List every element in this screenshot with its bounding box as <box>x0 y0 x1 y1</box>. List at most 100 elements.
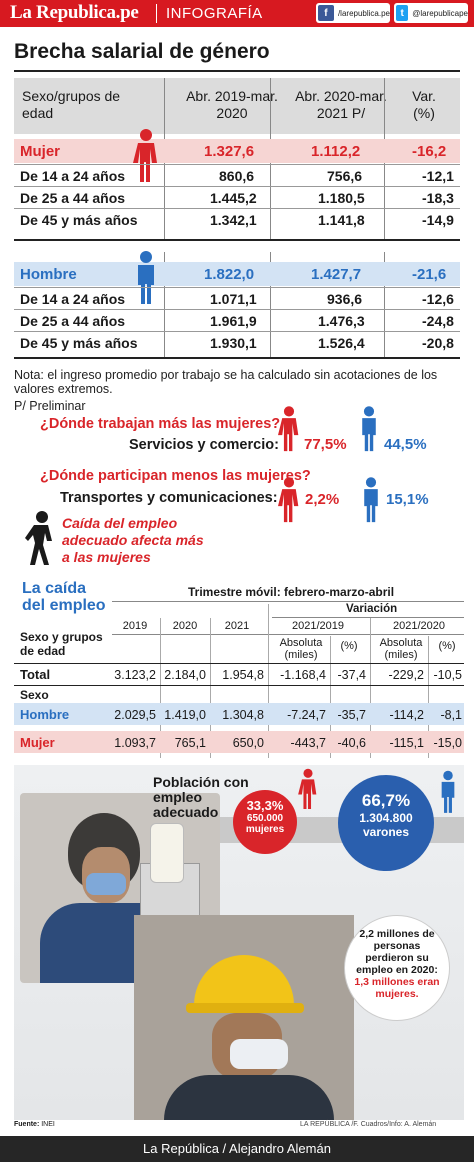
woman-icon <box>133 129 157 182</box>
cell-2019: 1.930,1 <box>210 335 257 351</box>
man-icon <box>441 770 455 813</box>
t2-sub: (%) <box>438 640 456 652</box>
facebook-link[interactable]: f /larepublica.pe <box>316 3 390 23</box>
cell-2020: 756,6 <box>327 168 363 184</box>
t2-cell: 1.419,0 <box>164 708 206 722</box>
row-label: De 25 a 44 años <box>20 313 126 329</box>
man-icon <box>362 406 376 452</box>
table2-period: Trimestre móvil: febrero-marzo-abril <box>188 585 395 599</box>
question-1: ¿Dónde trabajan más las mujeres? <box>40 416 281 432</box>
cell-2019: 860,6 <box>219 168 255 184</box>
t2-rule <box>14 685 464 686</box>
t2-cell: -443,7 <box>290 736 326 750</box>
cell-var: -20,8 <box>422 335 454 351</box>
t2-divider <box>330 636 331 758</box>
cell-var: -14,9 <box>422 212 454 228</box>
t2-cell: 1.093,7 <box>114 736 156 750</box>
t2-cell: -35,7 <box>337 708 367 722</box>
t2-hombre-band <box>14 703 464 725</box>
t2-cell: 3.123,2 <box>114 668 156 682</box>
t2-cell: -40,6 <box>337 736 367 750</box>
row-label: De 25 a 44 años <box>20 190 126 206</box>
source-value: INEI <box>41 1121 55 1128</box>
women-num: 650.000 <box>246 813 284 824</box>
hat-brim <box>186 1003 304 1013</box>
t1-divider <box>164 252 165 357</box>
t2-year: 2021/2020 <box>393 620 445 632</box>
twitter-icon: t <box>396 5 409 21</box>
t2-sexo-label: Sexo <box>20 688 49 702</box>
t2-cell: -10,5 <box>433 668 463 682</box>
cell-var: -18,3 <box>422 190 454 206</box>
cell-var: -12,1 <box>422 168 454 184</box>
t2-rule <box>112 601 464 602</box>
t1-divider <box>270 252 271 357</box>
jacket <box>164 1075 334 1120</box>
row-label: De 45 y más años <box>20 212 138 228</box>
t2-cell: 765,1 <box>174 736 206 750</box>
t2-rule <box>14 663 464 664</box>
women-label: mujeres <box>245 824 285 835</box>
row-label: De 45 y más años <box>20 335 138 351</box>
row-label: De 14 a 24 años <box>20 168 126 184</box>
t2-year: 2021 <box>224 620 250 632</box>
woman-icon <box>278 477 299 523</box>
facebook-icon: f <box>318 5 334 21</box>
face-mask <box>86 873 126 895</box>
t2-year: 2021/2019 <box>292 620 344 632</box>
t2-mujer-band <box>14 731 464 753</box>
t2-year: 2020 <box>172 620 198 632</box>
t2-row-label-total: Total <box>20 667 51 682</box>
row-divider <box>14 309 460 310</box>
table-note: Nota: el ingreso promedio por trabajo se… <box>14 368 438 396</box>
cell-2020: 1.476,3 <box>318 313 365 329</box>
t1-col-2020: Abr. 2020-mar. 2021 P/ <box>295 88 387 121</box>
facebook-handle: /larepublica.pe <box>337 8 390 18</box>
t2-rule <box>112 634 464 635</box>
women-pct-transport: 2,2% <box>305 491 340 508</box>
cell-2020: 1.180,5 <box>318 190 365 206</box>
woman-icon <box>298 768 317 809</box>
twitter-link[interactable]: t @larepublicape <box>394 3 468 23</box>
credits: LA REPÚBLICA /F. Cuadros/Info: A. Alemán <box>300 1121 437 1128</box>
worker-photo <box>134 915 354 1120</box>
caida-text: Caída del empleo adecuado afecta más a l… <box>62 515 204 565</box>
answer-2: Transportes y comunicaciones: <box>60 490 278 506</box>
row-label: Hombre <box>20 266 77 283</box>
cell-2019: 1.822,0 <box>204 266 255 283</box>
row-label: Mujer <box>20 143 61 160</box>
thread-spool <box>150 823 184 883</box>
t2-cell: -115,1 <box>389 736 424 750</box>
twitter-handle: @larepublicape <box>412 8 468 18</box>
section-divider <box>14 239 460 241</box>
jobs-lost-highlight: 1,3 millones eran mujeres. <box>354 976 440 1000</box>
cell-2020: 1.427,7 <box>311 266 362 283</box>
header-divider <box>156 4 157 23</box>
man-icon <box>364 477 378 523</box>
t1-col-var: Var. (%) <box>412 88 436 121</box>
t2-cell: 1.304,8 <box>222 708 264 722</box>
cell-2020: 1.526,4 <box>318 335 365 351</box>
men-num: 1.304.800 <box>359 811 413 825</box>
t2-year: 2019 <box>122 620 148 632</box>
brand-logo[interactable]: La Republica.pe <box>10 2 139 23</box>
cell-2020: 1.112,2 <box>311 143 361 160</box>
variacion-label: Variación <box>346 603 398 615</box>
men-employment-circle: 66,7% 1.304.800 varones <box>338 775 434 871</box>
cell-2019: 1.445,2 <box>210 190 257 206</box>
row-divider <box>14 186 460 187</box>
t2-cell: -114,2 <box>389 708 424 722</box>
row-divider <box>14 331 460 332</box>
t2-cell: -8,1 <box>440 708 462 722</box>
t2-divider <box>268 604 269 758</box>
t2-sub: Absoluta (miles) <box>379 637 423 661</box>
sexo-grupo-label: Sexo y grupos de edad <box>20 630 103 658</box>
page-title: Brecha salarial de género <box>14 40 270 63</box>
men-pct-transport: 15,1% <box>386 491 429 508</box>
women-employment-circle: 33,3% 650.000 mujeres <box>233 790 297 854</box>
title-underline <box>14 70 460 72</box>
cell-2020: 936,6 <box>327 291 363 307</box>
t2-cell: 2.029,5 <box>114 708 156 722</box>
t2-cell: -37,4 <box>337 668 367 682</box>
cell-2020: 1.141,8 <box>318 212 365 228</box>
